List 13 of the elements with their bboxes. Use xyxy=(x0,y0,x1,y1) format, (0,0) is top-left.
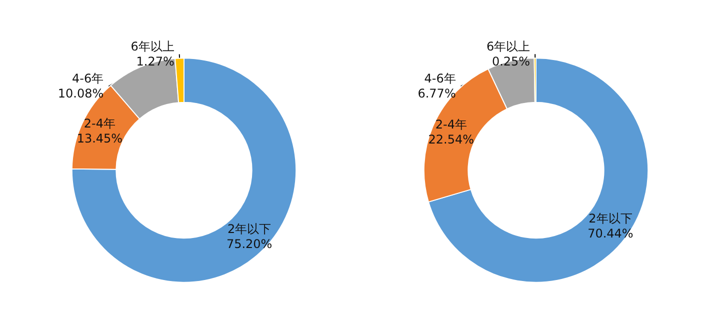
slice-label: 2年以下 xyxy=(228,222,272,236)
data-label: 13.45% xyxy=(76,132,123,146)
data-label: 6.77% xyxy=(418,86,456,101)
slice-label: 2年以下 xyxy=(588,211,632,226)
slice-label: 6年以上 xyxy=(486,40,530,54)
slice-label: 2-4年 xyxy=(84,116,116,131)
data-label: 1.27% xyxy=(136,54,174,69)
slice-label: 6年以上 xyxy=(130,40,174,54)
data-label: 22.54% xyxy=(428,132,474,147)
slice-label: 2-4年 xyxy=(435,118,467,132)
slice-label: 4-6年 xyxy=(72,72,104,86)
slice-label: 4-6年 xyxy=(424,72,456,86)
data-label: 10.08% xyxy=(58,86,104,101)
